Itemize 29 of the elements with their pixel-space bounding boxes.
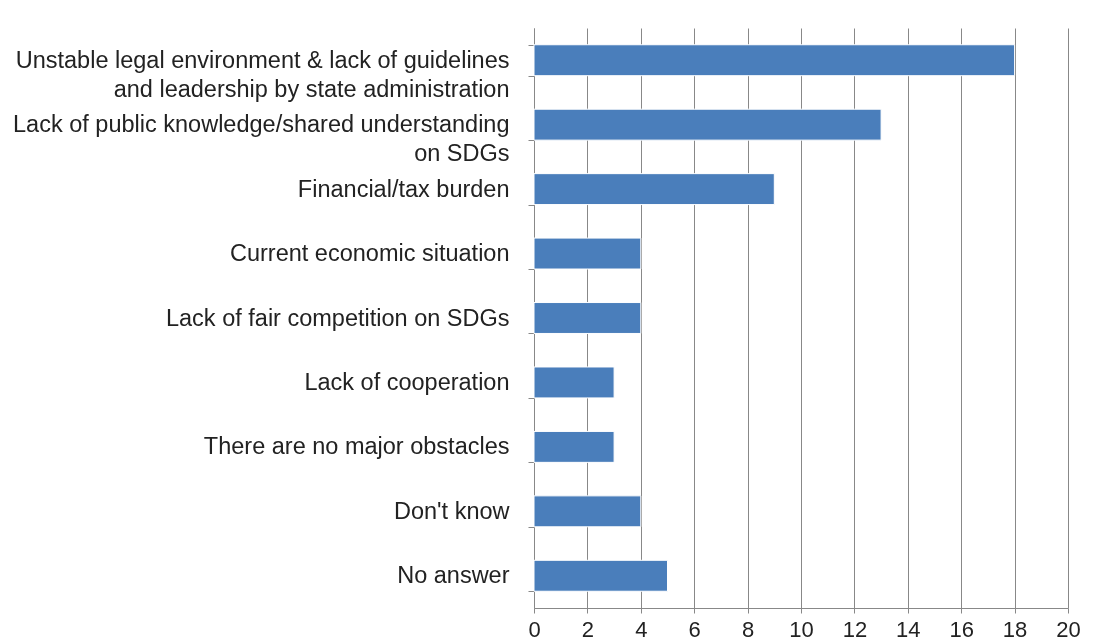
x-tick-label: 4: [635, 616, 648, 641]
bar: [533, 44, 1016, 77]
bar: [533, 302, 642, 334]
bar: [533, 559, 668, 592]
x-tick-label: 18: [1002, 616, 1028, 641]
y-tick-label: Lack of cooperation: [304, 368, 510, 395]
y-tick-label: No answer: [397, 562, 510, 589]
bar: [533, 430, 615, 463]
y-tick-label: Don't know: [393, 497, 511, 524]
bar: [533, 173, 775, 206]
x-tick-label: 12: [842, 616, 868, 641]
bar: [533, 366, 615, 399]
y-tick-label: Lack of public knowledge/shared understanding on SDGs: [13, 111, 510, 167]
y-tick-label: Financial/tax burden: [297, 175, 510, 202]
y-tick-label: There are no major obstacles: [203, 433, 510, 460]
x-tick-label: 2: [581, 616, 595, 641]
x-tick-label: 0: [528, 616, 541, 641]
x-tick-label: 20: [1056, 616, 1081, 641]
x-tick-label: 8: [741, 616, 755, 641]
x-tick-label: 6: [688, 616, 701, 641]
y-tick-label: Current economic situation: [229, 240, 510, 267]
y-tick-label: Lack of fair competition on SDGs: [165, 304, 510, 331]
x-tick-label: 14: [896, 616, 921, 641]
y-tick-label: Unstable legal environment & lack of guidelines and leadership by state administration: [15, 46, 510, 102]
x-tick-label: 10: [789, 616, 814, 641]
bar: [533, 495, 642, 528]
bar: [533, 237, 642, 270]
bar: [533, 108, 882, 141]
x-tick-label: 16: [949, 616, 974, 641]
